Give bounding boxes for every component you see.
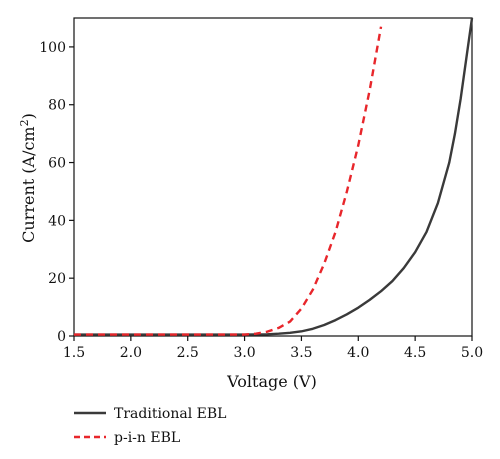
x-tick-label: 3.0 [233,345,255,361]
plot-frame [73,17,473,337]
x-tick-label: 4.0 [347,345,369,361]
x-tick-label: 2.0 [120,345,142,361]
y-axis-title-close: ) [19,113,38,119]
y-axis-title: Current (A/cm2) [18,113,38,243]
legend: Traditional EBL p-i-n EBL [74,406,226,446]
x-tick-label: 4.5 [404,345,426,361]
plot-area [73,17,473,337]
x-tick-label: 1.5 [63,345,85,361]
y-tick-label: 80 [48,98,66,114]
x-axis-ticks: 1.5 2.0 2.5 3.0 3.5 4.0 4.5 5.0 [63,336,483,361]
legend-label-traditional-ebl: Traditional EBL [114,406,226,422]
x-tick-label: 5.0 [461,345,483,361]
series-line-traditional-ebl [74,17,474,336]
y-tick-label: 60 [48,156,66,172]
y-tick-label: 40 [48,213,66,229]
series-layer [74,17,474,336]
series-line-pin-ebl [74,26,383,336]
y-tick-label: 100 [39,40,66,56]
y-axis-title-main: Current (A/cm [19,126,38,242]
y-axis-title-superscript: 2 [18,119,31,126]
x-tick-label: 2.5 [177,345,199,361]
x-tick-label: 3.5 [290,345,312,361]
x-axis-title: Voltage (V) [226,372,317,391]
y-axis-ticks: 0 20 40 60 80 100 [39,40,74,345]
y-tick-label: 0 [57,329,66,345]
y-tick-label: 20 [48,271,66,287]
legend-label-pin-ebl: p-i-n EBL [114,430,180,446]
